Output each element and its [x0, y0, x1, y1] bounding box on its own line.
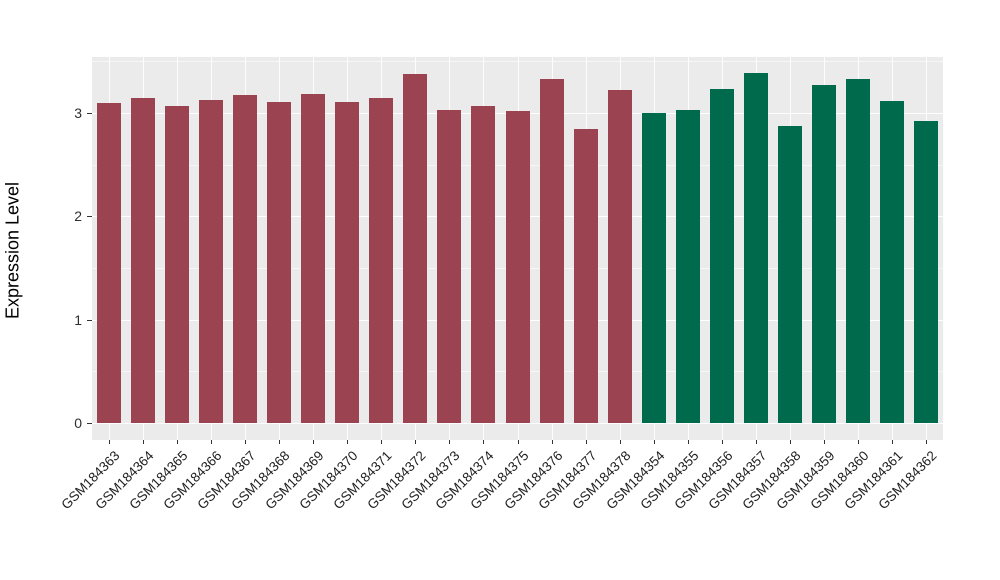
x-axis-tick: [347, 440, 349, 444]
x-axis-tick: [211, 440, 213, 444]
x-axis-tick: [619, 440, 621, 444]
x-axis-tick: [517, 440, 519, 444]
x-axis-tick: [381, 440, 383, 444]
x-axis-tick: [449, 440, 451, 444]
bar-GSM184371: [369, 97, 394, 423]
y-axis-title: Expression Level: [2, 181, 23, 320]
y-axis-tick: [87, 319, 92, 321]
bar-GSM184363: [97, 102, 122, 423]
bar-GSM184369: [301, 94, 326, 423]
bar-GSM184365: [165, 105, 190, 423]
bar-GSM184370: [335, 101, 360, 423]
bar-GSM184376: [539, 78, 564, 423]
y-axis-tick: [87, 216, 92, 218]
bar-GSM184377: [573, 128, 598, 423]
bar-GSM184354: [641, 113, 666, 423]
x-axis-tick: [177, 440, 179, 444]
bar-GSM184359: [811, 85, 836, 423]
bar-GSM184367: [233, 95, 258, 423]
bar-GSM184355: [675, 109, 700, 423]
y-tick-label: 2: [74, 208, 82, 225]
x-axis-tick: [687, 440, 689, 444]
bar-GSM184364: [131, 97, 156, 423]
bar-GSM184361: [879, 100, 904, 423]
y-tick-label: 0: [74, 415, 82, 431]
x-axis-tick: [789, 440, 791, 444]
x-axis-tick: [857, 440, 859, 444]
x-axis-tick: [143, 440, 145, 444]
bar-GSM184362: [913, 121, 938, 423]
bar-GSM184358: [777, 126, 802, 423]
x-axis-tick: [823, 440, 825, 444]
bar-GSM184374: [471, 105, 496, 423]
x-axis-tick: [279, 440, 281, 444]
y-axis-tick: [87, 423, 92, 424]
bar-GSM184373: [437, 109, 462, 423]
x-axis-tick: [925, 440, 927, 444]
x-axis-tick: [653, 440, 655, 444]
x-axis-tick: [313, 440, 315, 444]
bar-GSM184372: [403, 73, 428, 423]
x-axis-tick: [109, 440, 111, 444]
bar-GSM184356: [709, 89, 734, 423]
x-axis-tick: [483, 440, 485, 444]
y-axis-tick: [87, 113, 92, 114]
x-axis-tick: [585, 440, 587, 444]
bar-GSM184360: [845, 78, 870, 423]
bar-GSM184357: [743, 72, 768, 423]
x-axis-tick: [721, 440, 723, 444]
plot-panel: [92, 57, 943, 440]
bar-GSM184368: [267, 101, 292, 423]
y-tick-label: 1: [74, 311, 82, 328]
x-axis-tick: [755, 440, 757, 444]
bar-GSM184378: [607, 90, 632, 423]
bar-GSM184366: [199, 99, 224, 423]
x-axis-tick: [891, 440, 893, 444]
y-tick-label: 3: [74, 105, 82, 121]
x-axis-tick: [415, 440, 417, 444]
x-axis-tick: [245, 440, 247, 444]
x-axis-tick: [551, 440, 553, 444]
bar-GSM184375: [505, 110, 530, 423]
